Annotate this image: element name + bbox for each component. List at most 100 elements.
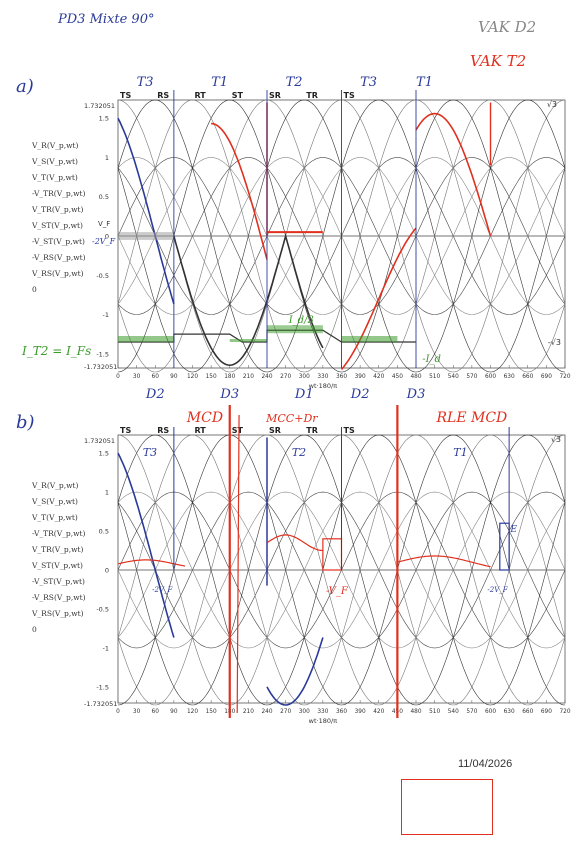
panel-a-legend: V_R(V_p,wt) V_S(V_p,wt) V_T(V_p,wt) -V_T…	[32, 142, 86, 302]
y-bottom-label: -1.732051	[84, 363, 118, 371]
x-tick-label: 210	[243, 709, 254, 715]
legend-item: V_R(V_p,wt)	[32, 141, 79, 150]
y-tick-label: 0.5	[99, 528, 109, 536]
blue-trace	[117, 117, 175, 305]
thyristor-label: T1	[211, 75, 228, 90]
neg-vf-label: -2V_F	[152, 586, 173, 594]
x-tick-label: 90	[170, 374, 178, 380]
legend-item: V_R(V_p,wt)	[32, 481, 79, 490]
sqrt3-label: √3	[551, 435, 561, 444]
legend-item: -V_ST(V_p,wt)	[32, 577, 85, 586]
legend-item: 0	[32, 625, 37, 634]
current-fill	[341, 336, 398, 343]
diode-label: D3	[406, 387, 426, 402]
x-tick-label: 330	[317, 709, 328, 715]
x-tick-label: 330	[317, 374, 328, 380]
legend-item: V_TR(V_p,wt)	[32, 205, 84, 214]
y-tick-label: -0.5	[96, 272, 109, 280]
y-tick-label: 1.5	[99, 115, 109, 123]
phase-label: SR	[269, 426, 281, 435]
thyristor-label: T1	[453, 446, 467, 459]
x-tick-label: 630	[504, 709, 515, 715]
neg-vf-label: -2V_F	[92, 237, 116, 246]
phase-label: SR	[269, 91, 281, 100]
blue-trace	[117, 452, 175, 638]
red-trace	[340, 227, 417, 371]
current-fill	[267, 325, 323, 334]
phase-label: RS	[157, 91, 169, 100]
thyristor-label: T3	[137, 75, 154, 90]
vak-d2-label: VAK D2	[478, 18, 537, 36]
x-tick-label: 120	[187, 709, 198, 715]
mode-divider	[236, 414, 240, 714]
x-tick-label: 510	[429, 374, 440, 380]
y-tick-label: -1.5	[96, 350, 109, 358]
x-tick-label: 300	[299, 709, 310, 715]
date-stamp: 11/04/2026	[458, 758, 513, 770]
legend-item: -V_TR(V_p,wt)	[32, 189, 86, 198]
x-tick-label: 300	[299, 374, 310, 380]
thyristor-label: T3	[360, 75, 377, 90]
neg-sqrt3-label: -√3	[548, 338, 561, 347]
red-trace	[211, 122, 268, 260]
legend-item: V_TR(V_p,wt)	[32, 545, 84, 554]
x-tick-label: 540	[448, 709, 459, 715]
thyristor-label: T1	[416, 75, 433, 90]
y-tick-label: -0.5	[96, 605, 109, 613]
x-tick-label: 270	[280, 374, 291, 380]
x-tick-label: 150	[206, 709, 217, 715]
red-trace	[397, 555, 491, 568]
x-axis-label: wt·180/π	[309, 382, 338, 390]
neg-vf-label: -2V_F	[487, 586, 508, 594]
y-top-label: 1.732051	[84, 102, 116, 110]
x-tick-label: 540	[448, 374, 459, 380]
y-tick-label: 0	[105, 567, 109, 575]
id-label: -I_d	[422, 354, 441, 365]
x-tick-label: 690	[541, 374, 552, 380]
x-tick-label: 60	[152, 374, 160, 380]
y-tick-label: 1	[105, 154, 109, 162]
x-tick-label: 420	[373, 709, 384, 715]
x-tick-label: 360	[336, 709, 347, 715]
x-tick-label: 0	[116, 709, 120, 715]
phase-label: TS	[120, 426, 131, 435]
legend-item: V_S(V_p,wt)	[32, 157, 78, 166]
legend-item: V_RS(V_p,wt)	[32, 269, 84, 278]
x-tick-label: 630	[504, 374, 515, 380]
x-tick-label: 480	[410, 374, 421, 380]
vf-label: V_F	[98, 220, 110, 228]
diode-label: D2	[145, 387, 165, 402]
phase-label: TS	[120, 91, 131, 100]
mode-label: MCC+Dr	[265, 412, 318, 425]
vf-label: -V_F	[326, 586, 349, 597]
x-tick-label: 450	[392, 374, 403, 380]
phase-label: TR	[306, 426, 318, 435]
page-title: PD3 Mixte 90°	[58, 12, 155, 27]
thyristor-label: T2	[292, 446, 306, 459]
y-tick-label: 1.5	[99, 450, 109, 458]
x-tick-label: 30	[133, 709, 141, 715]
phase-label: RT	[195, 91, 207, 100]
red-trace	[415, 112, 492, 237]
y-tick-label: -1	[103, 644, 109, 652]
diode-label: D2	[350, 387, 370, 402]
x-tick-label: 0	[116, 374, 120, 380]
x-tick-label: 390	[355, 709, 366, 715]
x-tick-label: 660	[522, 374, 533, 380]
diode-label: D3	[219, 387, 239, 402]
panel-b-label: b)	[16, 412, 35, 433]
x-axis-label: wt·180/π	[309, 717, 338, 725]
blue-trace	[266, 637, 324, 706]
legend-item: V_T(V_p,wt)	[32, 173, 78, 182]
waveform-curve	[117, 434, 566, 706]
phase-label: TS	[344, 91, 355, 100]
phase-label: RT	[195, 426, 207, 435]
x-tick-label: 420	[373, 374, 384, 380]
x-tick-label: 240	[261, 374, 272, 380]
x-tick-label: 600	[485, 709, 496, 715]
current-fill	[229, 339, 267, 343]
black-trace	[173, 232, 324, 367]
x-tick-label: 90	[170, 709, 178, 715]
x-tick-label: 480	[410, 709, 421, 715]
